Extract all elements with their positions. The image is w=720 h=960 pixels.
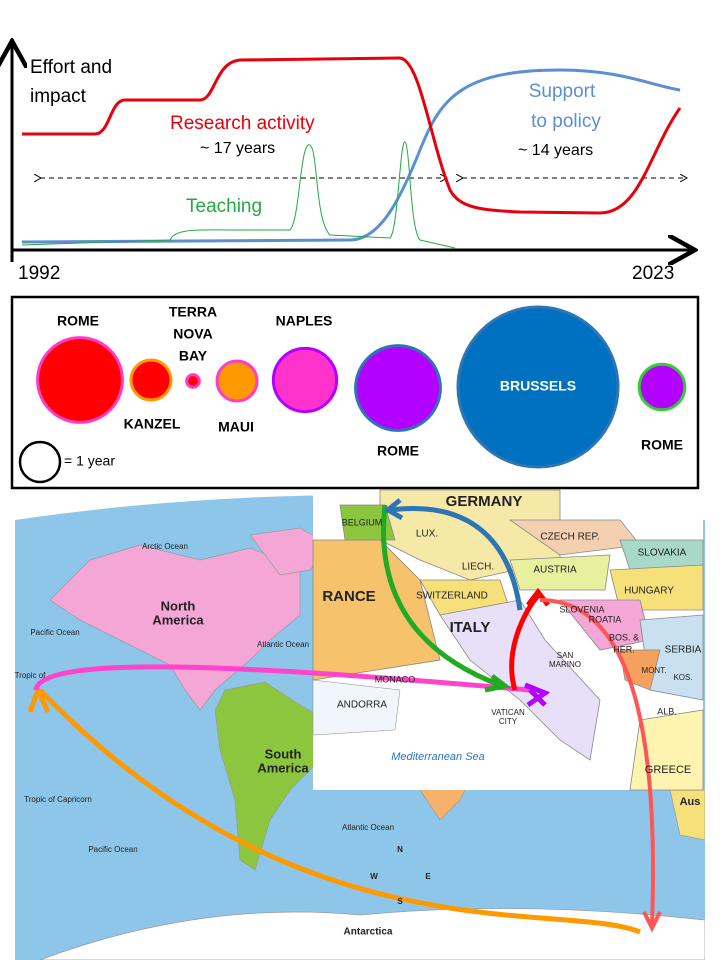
- map-label: ALB.: [657, 706, 677, 716]
- map-label: South: [265, 746, 302, 761]
- policy-label: to policy: [531, 111, 601, 132]
- arrowhead: [484, 674, 511, 693]
- map-label: SLOVAKIA: [638, 548, 687, 559]
- map-label: LIECH.: [462, 562, 494, 573]
- green-arrow: [380, 504, 501, 688]
- map-label: Atlantic Ocean: [342, 823, 394, 832]
- map-label: SLOVENIA: [559, 604, 604, 614]
- location-circle: [215, 359, 259, 403]
- legend-label: = 1 year: [64, 453, 115, 469]
- map-label: Tropic of: [15, 671, 47, 680]
- map-label: North: [161, 598, 196, 613]
- y-label: Effort and: [30, 57, 112, 78]
- map-label: VATICAN: [491, 708, 525, 717]
- map-label: Pacific Ocean: [30, 628, 79, 637]
- legend-circle: [18, 440, 62, 484]
- location-name: ROME: [377, 443, 419, 459]
- map-label: RANCE: [322, 588, 375, 605]
- map-label: ITALY: [450, 619, 491, 636]
- map-label: MONACO: [375, 674, 416, 684]
- locations: ROME KANZEL TERRA NOVA BAY MAUI NAPLES ROME BRUS…: [18, 304, 687, 484]
- location-name: TERRA: [169, 304, 217, 320]
- location-circle: [637, 362, 687, 412]
- map-label: Atlantic Ocean: [257, 640, 309, 649]
- research-curve: [22, 56, 682, 215]
- map-label: Aus: [680, 796, 701, 808]
- map-label: ANDORRA: [337, 700, 387, 711]
- location-circle: [354, 344, 442, 432]
- hungary: [609, 564, 704, 611]
- location-name: NAPLES: [276, 313, 333, 329]
- map-label: CZECH REP.: [540, 532, 599, 543]
- research-years: ~ 17 years: [200, 140, 275, 157]
- map-label: N: [397, 845, 403, 854]
- map-label: MONT.: [642, 666, 667, 675]
- end-year: 2023: [632, 263, 674, 284]
- map-label: SWITZERLAND: [416, 591, 488, 602]
- policy-curve: [21, 68, 681, 244]
- location-name: ROME: [641, 437, 683, 453]
- map-label: E: [425, 872, 431, 881]
- map-label: AUSTRIA: [533, 565, 577, 576]
- location-circle: [456, 305, 620, 469]
- map-label: S: [397, 897, 403, 906]
- map-label: ROATIA: [589, 614, 622, 624]
- south-america: [214, 681, 331, 871]
- purple-arrow: [528, 688, 547, 707]
- location-name: ROME: [57, 313, 99, 329]
- start-year: 1992: [18, 263, 60, 284]
- location-circle: [129, 358, 173, 402]
- map-label: Antarctica: [344, 927, 393, 938]
- location-name: BRUSSELS: [500, 378, 576, 394]
- policy-years: ~ 14 years: [518, 142, 593, 159]
- map-label: CITY: [499, 717, 518, 726]
- map-label: Tropic of Capricorn: [24, 795, 92, 804]
- arrowhead: [383, 498, 404, 521]
- map-label: SAN: [557, 651, 574, 660]
- teaching-curve: [21, 141, 456, 249]
- map-label: SERBIA: [665, 645, 702, 656]
- location-name: KANZEL: [124, 416, 181, 432]
- map-label: Mediterranean Sea: [391, 751, 485, 763]
- teaching-label: Teaching: [186, 196, 262, 217]
- austria: [509, 554, 611, 591]
- map-label: America: [152, 612, 204, 627]
- map-label: W: [370, 872, 378, 881]
- location-name: MAUI: [218, 419, 254, 435]
- policy-label: Support: [529, 81, 596, 102]
- timeline: Effort and impact Research activity ~ 17…: [12, 44, 692, 284]
- map-label: HER.: [613, 644, 635, 654]
- purple-arrow: [524, 682, 551, 708]
- location-circle: [36, 336, 124, 424]
- map-label: America: [257, 760, 309, 775]
- map-label: HUNGARY: [624, 586, 674, 597]
- location-circle: [271, 346, 339, 414]
- map-label: Arctic Ocean: [142, 542, 188, 551]
- sea: [312, 679, 401, 736]
- magenta-arrow: [33, 664, 531, 693]
- red-arrow: [539, 598, 655, 926]
- location-name: BAY: [179, 348, 208, 364]
- map-label: MARINO: [549, 660, 581, 669]
- antarctica: [39, 908, 705, 960]
- location-name: NOVA: [173, 326, 212, 342]
- map-label: LUX.: [416, 529, 438, 540]
- map-label: GREECE: [645, 764, 691, 776]
- map-label: BOS. &: [609, 632, 639, 642]
- blue-arrow: [389, 506, 523, 611]
- map-label: KOS.: [673, 673, 692, 682]
- map-label: BELGIUM: [342, 517, 383, 527]
- arrowhead: [642, 911, 662, 933]
- map-label: Pacific Ocean: [88, 845, 137, 854]
- y-label: impact: [30, 86, 87, 107]
- research-label: Research activity: [170, 113, 315, 134]
- map-label: GERMANY: [446, 493, 523, 510]
- orange-arrow: [38, 688, 641, 935]
- location-circle: [185, 373, 201, 389]
